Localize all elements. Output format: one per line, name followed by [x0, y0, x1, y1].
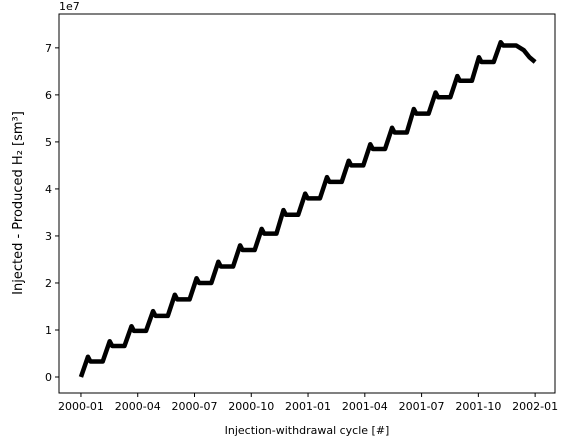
plot-frame: [58, 13, 556, 394]
y-tick-label: 4: [45, 183, 52, 196]
y-tick-label: 0: [45, 371, 52, 384]
x-tick-label: 2000-01: [58, 400, 104, 413]
data-line: [78, 39, 537, 378]
x-tick-label: 2000-07: [172, 400, 218, 413]
offset-label: 1e7: [59, 0, 80, 13]
x-tick-label: 2000-04: [115, 400, 161, 413]
x-axis-label: Injection-withdrawal cycle [#]: [225, 424, 390, 437]
y-tick-label: 6: [45, 89, 52, 102]
x-tick-label: 2001-10: [455, 400, 501, 413]
x-tick-label: 2001-04: [342, 400, 388, 413]
y-tick-label: 2: [45, 277, 52, 290]
y-tick-label: 1: [45, 324, 52, 337]
x-tick-label: 2002-01: [512, 400, 558, 413]
y-tick-label: 5: [45, 136, 52, 149]
y-tick-label: 7: [45, 42, 52, 55]
x-tick-label: 2000-10: [228, 400, 274, 413]
y-axis-label: Injected - Produced H₂ [sm³]: [11, 111, 26, 295]
x-tick-label: 2001-01: [285, 400, 331, 413]
y-tick-label: 3: [45, 230, 52, 243]
x-tick-label: 2001-07: [399, 400, 445, 413]
